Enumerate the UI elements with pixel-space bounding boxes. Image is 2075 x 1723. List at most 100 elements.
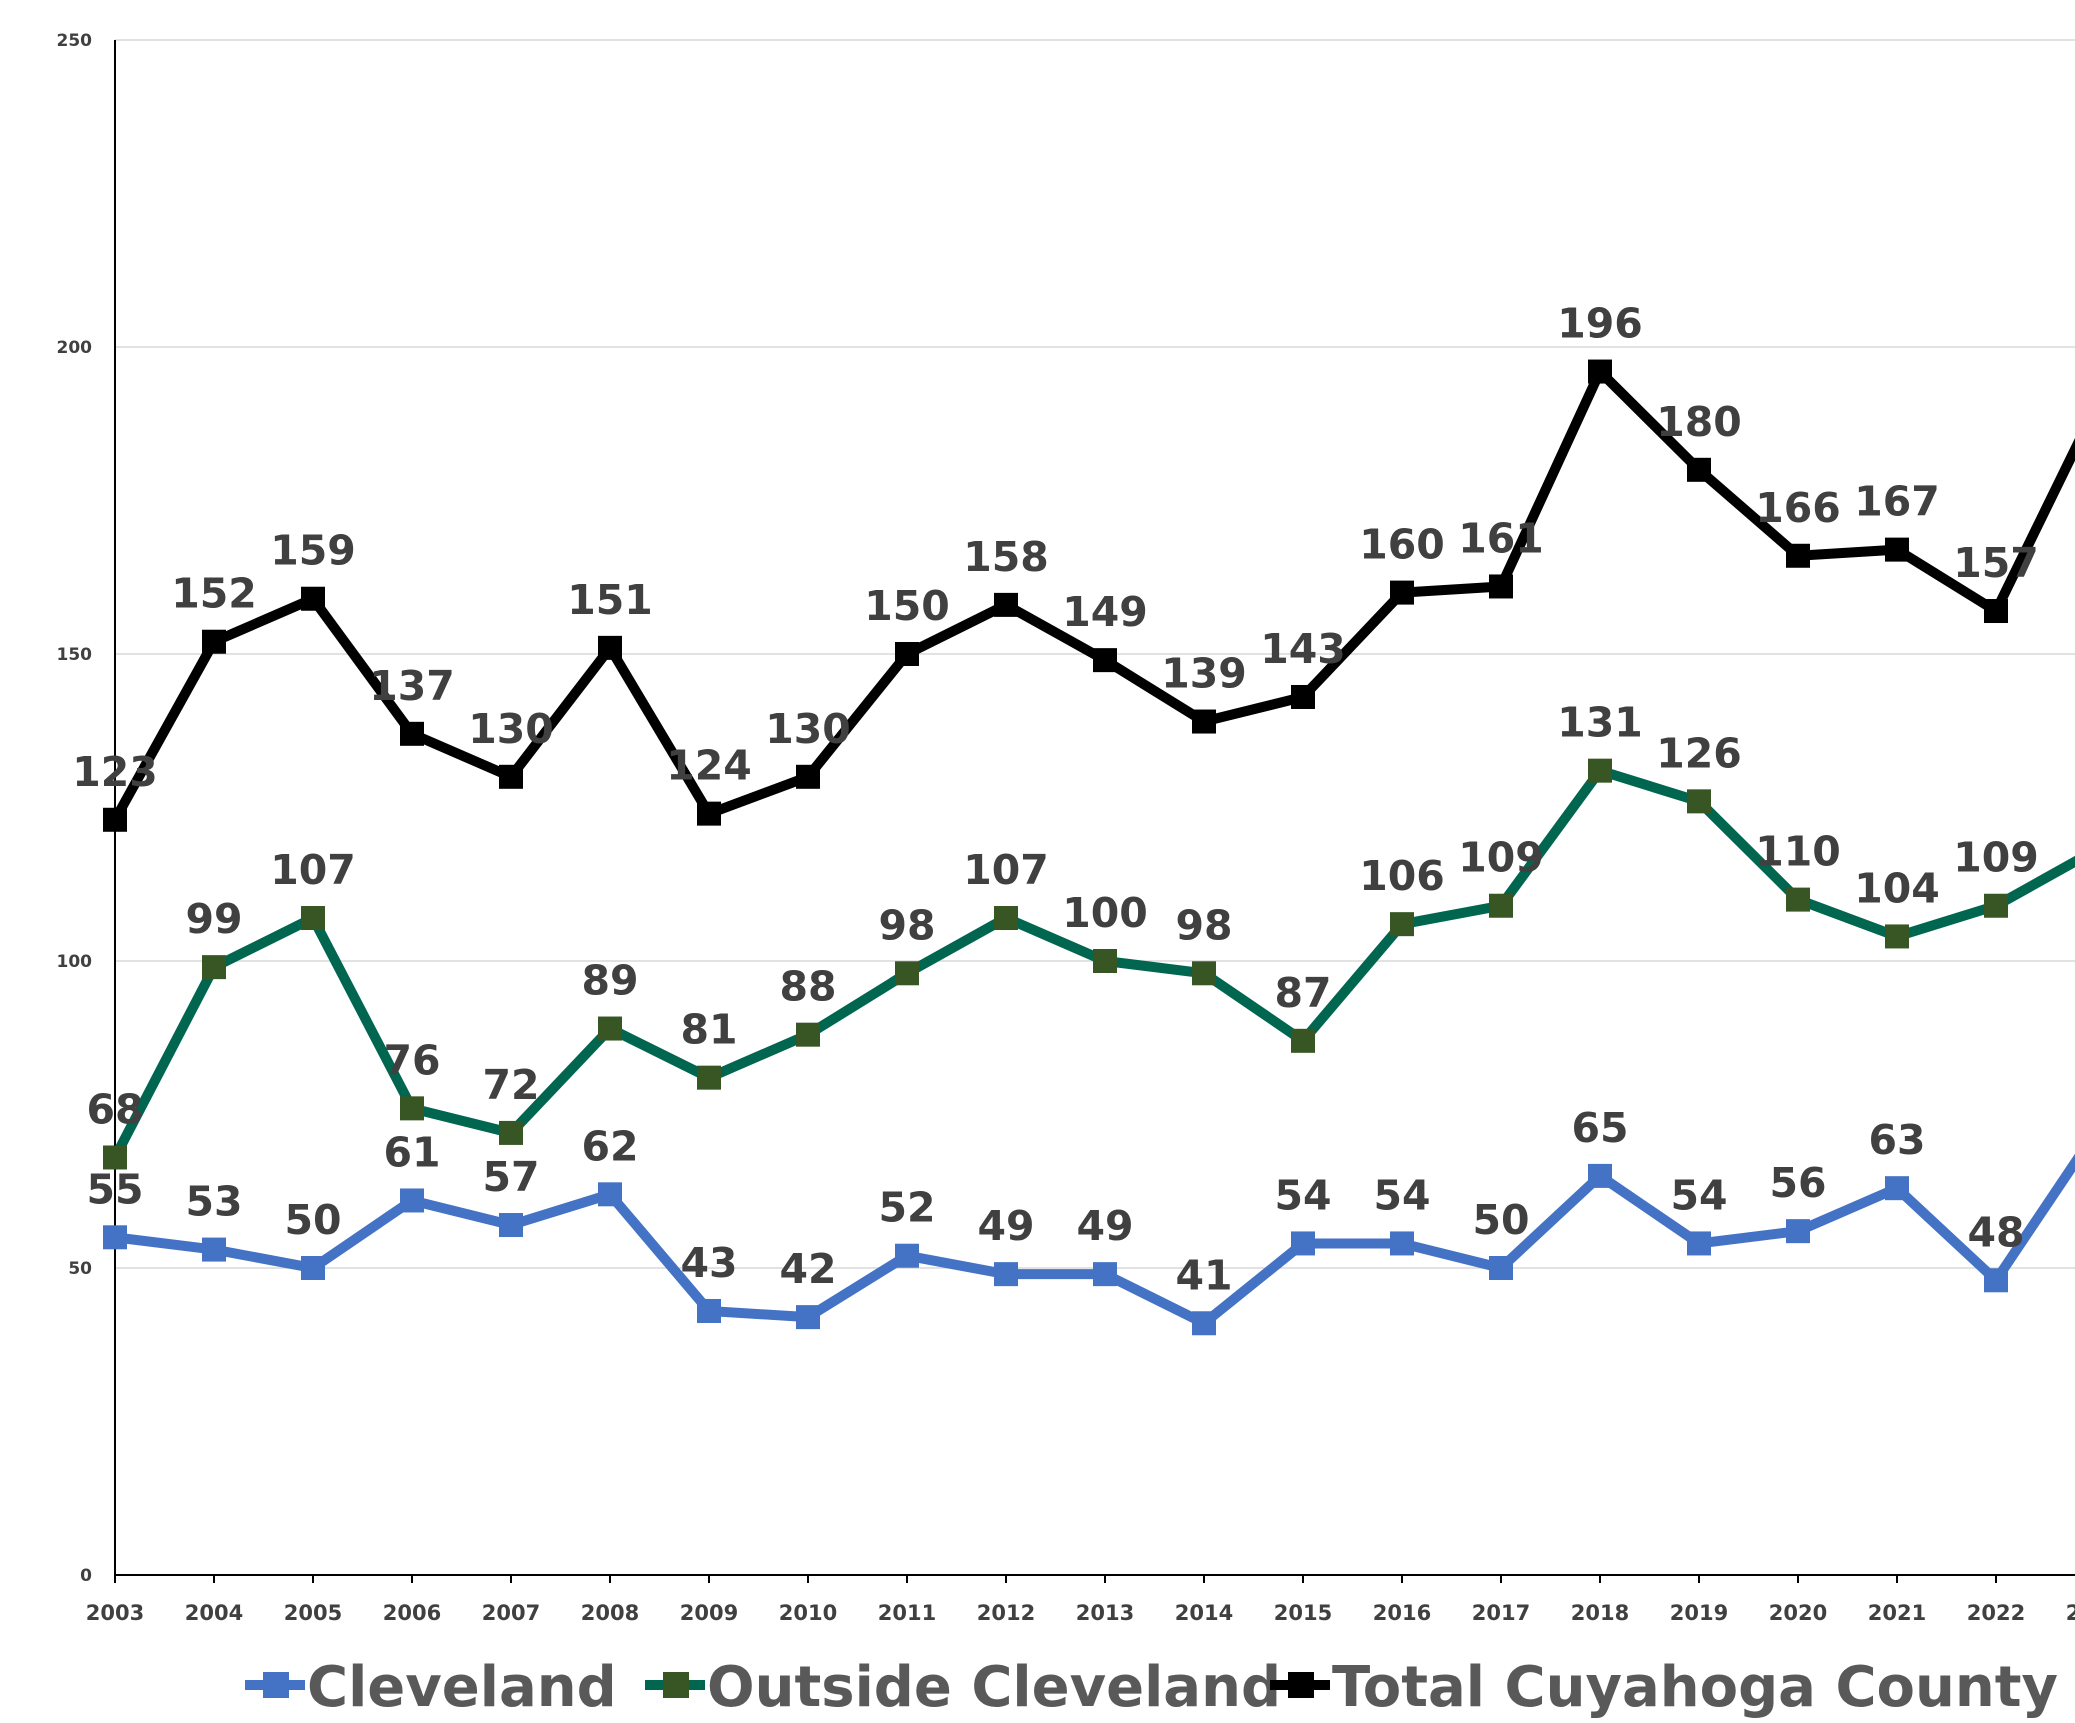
- x-tick-label: 2021: [1868, 1601, 1926, 1625]
- data-point: [697, 801, 721, 826]
- data-point: [598, 1016, 622, 1041]
- data-label: 57: [482, 1153, 539, 1201]
- data-point: [1291, 684, 1315, 709]
- data-point: [1687, 1231, 1711, 1256]
- legend-label: Total Cuyahoga County: [1332, 1655, 2058, 1720]
- data-point: [1687, 457, 1711, 482]
- x-tick-label: 2020: [1769, 1601, 1827, 1625]
- data-label: 49: [1076, 1202, 1133, 1250]
- legend-marker-swatch: [663, 1672, 689, 1698]
- data-point: [202, 955, 226, 980]
- x-tick-label: 2006: [383, 1601, 441, 1625]
- x-tick-label: 2018: [1571, 1601, 1629, 1625]
- data-point: [796, 764, 820, 789]
- legend-item-outside-cleveland: Outside Cleveland: [645, 1655, 1281, 1720]
- data-labels: 55 53 50 61 57 62 43 42 52 49 49 41 54 54 50 65 54 56 63 48…: [72, 300, 2039, 1300]
- data-point: [697, 1065, 721, 1090]
- data-point: [400, 721, 424, 746]
- x-tick-label: 2015: [1274, 1601, 1332, 1625]
- data-label: 43: [680, 1239, 737, 1287]
- data-label: 167: [1854, 478, 1940, 526]
- data-label: 161: [1458, 514, 1544, 562]
- data-point: [1291, 1028, 1315, 1053]
- data-point: [499, 764, 523, 789]
- data-label: 42: [779, 1245, 836, 1293]
- data-point: [1093, 949, 1117, 973]
- legend-label: Outside Cleveland: [707, 1655, 1281, 1720]
- data-point: [499, 1120, 523, 1145]
- x-tick-label: 2007: [482, 1601, 540, 1625]
- axes: 0 50 100 150 200 250 2003 2004 2005 2006 2007 2008 2…: [57, 31, 2075, 1625]
- data-label: 61: [383, 1128, 440, 1176]
- data-point: [1588, 1163, 1612, 1188]
- data-point: [1093, 648, 1117, 673]
- y-tick-label: 250: [57, 31, 93, 51]
- x-tick-label: 2008: [581, 1601, 639, 1625]
- data-point: [895, 961, 919, 986]
- data-point: [598, 635, 622, 660]
- data-point: [103, 1225, 127, 1250]
- data-point: [1786, 1219, 1810, 1244]
- data-label: 124: [666, 742, 752, 790]
- data-label: 110: [1755, 828, 1841, 876]
- data-label: 52: [878, 1184, 935, 1232]
- data-point: [301, 1256, 325, 1280]
- x-tick-label: 2017: [1472, 1601, 1530, 1625]
- data-label: 159: [270, 527, 356, 575]
- data-label: 65: [1571, 1104, 1628, 1152]
- data-label: 56: [1769, 1159, 1826, 1207]
- data-label: 88: [779, 963, 836, 1011]
- data-label: 139: [1161, 650, 1247, 698]
- data-label: 123: [72, 748, 158, 796]
- data-point: [994, 592, 1018, 617]
- data-point: [1192, 709, 1216, 734]
- data-point: [1885, 924, 1909, 949]
- data-point: [1489, 1256, 1513, 1280]
- data-label: 81: [680, 1006, 737, 1054]
- x-tick-label: 2014: [1175, 1601, 1233, 1625]
- data-point: [1786, 543, 1810, 568]
- data-label: 107: [270, 846, 356, 894]
- data-point: [1687, 789, 1711, 814]
- data-label: 98: [1175, 901, 1232, 949]
- data-point: [697, 1298, 721, 1323]
- legend-label: Cleveland: [307, 1655, 617, 1720]
- data-label: 149: [1062, 588, 1148, 636]
- data-point: [1984, 599, 2008, 624]
- data-point: [796, 1305, 820, 1330]
- legend-marker-swatch: [263, 1672, 289, 1698]
- data-label: 54: [1274, 1171, 1331, 1219]
- data-point: [1192, 961, 1216, 986]
- data-label: 54: [1373, 1171, 1430, 1219]
- data-point: [895, 642, 919, 666]
- data-point: [1885, 1176, 1909, 1201]
- data-point: [400, 1096, 424, 1121]
- data-label: 106: [1359, 852, 1445, 900]
- x-tick-label: 2023: [2066, 1601, 2075, 1625]
- data-point: [202, 629, 226, 654]
- data-label: 98: [878, 901, 935, 949]
- data-label: 76: [383, 1036, 440, 1084]
- x-tick-label: 2012: [977, 1601, 1035, 1625]
- data-label: 137: [369, 662, 455, 710]
- data-label: 131: [1557, 699, 1643, 747]
- data-label: 104: [1854, 864, 1940, 912]
- data-point: [1192, 1311, 1216, 1336]
- data-label: 48: [1967, 1208, 2024, 1256]
- data-label: 130: [765, 705, 851, 753]
- data-label: 62: [581, 1122, 638, 1170]
- y-tick-label: 50: [68, 1259, 92, 1279]
- x-tick-label: 2005: [284, 1601, 342, 1625]
- data-label: 100: [1062, 889, 1148, 937]
- data-label: 99: [185, 895, 242, 943]
- data-label: 157: [1953, 539, 2039, 587]
- data-label: 151: [567, 576, 653, 624]
- data-point: [301, 906, 325, 931]
- data-point: [1489, 574, 1513, 599]
- data-label: 150: [864, 582, 950, 630]
- series-total-cuyahoga-county: [103, 359, 2075, 832]
- data-label: 54: [1670, 1171, 1727, 1219]
- data-label: 89: [581, 957, 638, 1005]
- series-cleveland: [103, 1153, 2075, 1336]
